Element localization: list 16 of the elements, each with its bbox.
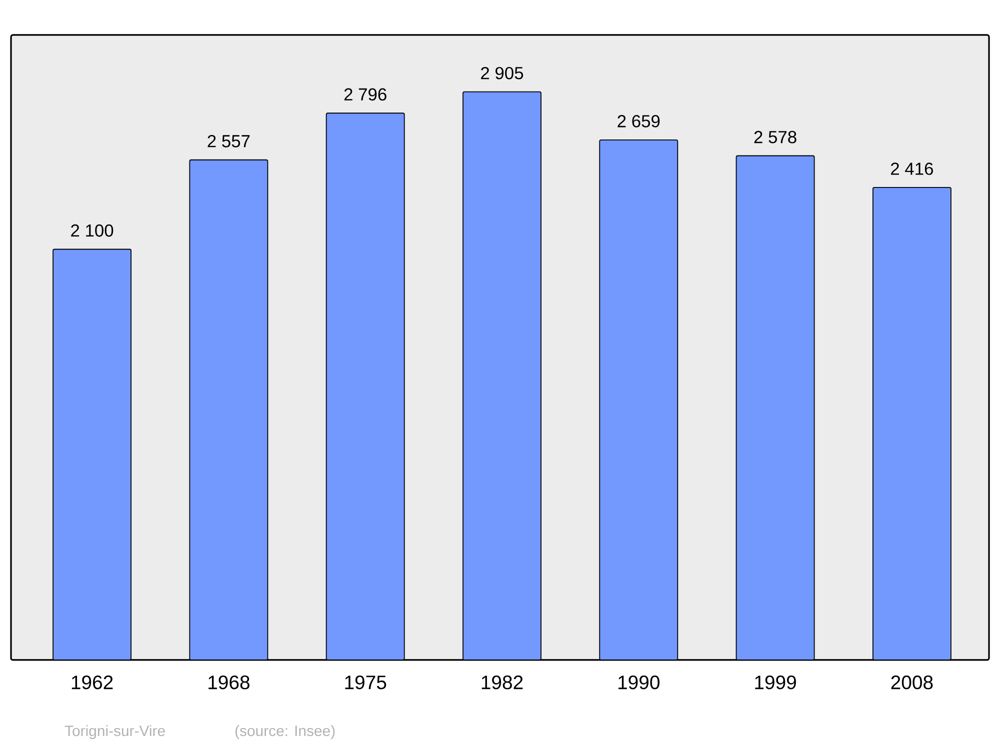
data-label: 2 796 bbox=[344, 88, 386, 101]
text: Torigni-sur-Vire bbox=[64, 725, 165, 740]
data-label: 2 416 bbox=[891, 162, 933, 175]
data-label: 2 100 bbox=[71, 224, 114, 237]
data-label: 2 905 bbox=[481, 66, 524, 80]
x-tick-label: 1999 bbox=[755, 676, 796, 690]
data-label: 2 659 bbox=[618, 115, 660, 128]
x-tick-label: 1962 bbox=[72, 676, 113, 690]
data-label: 2 557 bbox=[208, 135, 250, 148]
data-label: 2 578 bbox=[754, 130, 796, 144]
x-tick-label: 1975 bbox=[345, 676, 386, 690]
text: (source: Insee) bbox=[235, 725, 335, 740]
x-tick-label: 1968 bbox=[208, 676, 250, 690]
x-tick-label: 2008 bbox=[891, 676, 933, 690]
x-tick-label: 1982 bbox=[482, 676, 523, 690]
x-tick-label: 1990 bbox=[618, 676, 660, 690]
